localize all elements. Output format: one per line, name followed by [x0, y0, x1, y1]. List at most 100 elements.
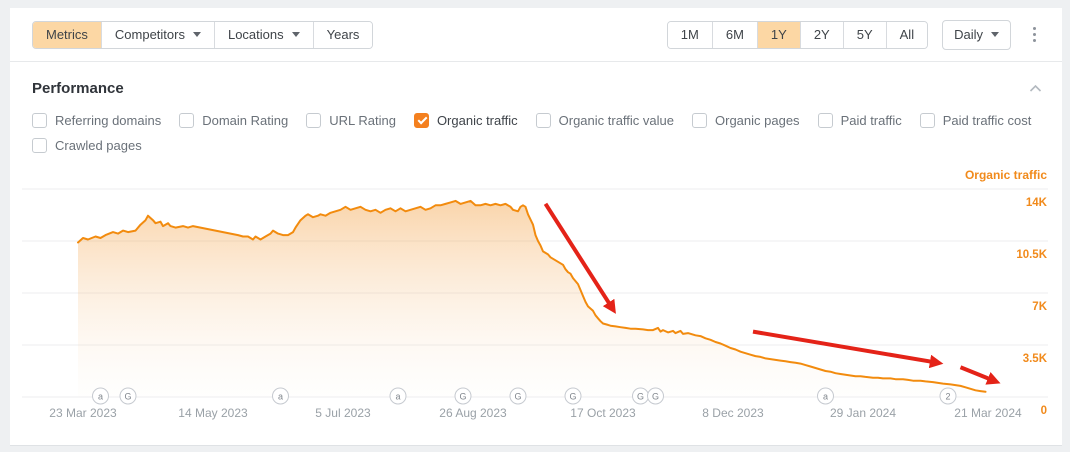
range-1m[interactable]: 1M [667, 21, 712, 48]
checkbox-paid-traffic-cost[interactable]: Paid traffic cost [919, 113, 1032, 128]
unchecked-checkbox-icon [692, 113, 707, 128]
range-all[interactable]: All [885, 21, 928, 48]
x-tick-label: 5 Jul 2023 [315, 406, 371, 420]
checkbox-url-rating[interactable]: URL Rating [306, 113, 396, 128]
red-arrow-annotation [752, 329, 944, 369]
event-marker-a[interactable]: a [817, 387, 834, 405]
event-marker-G[interactable]: G [564, 387, 582, 405]
event-marker-glyph: G [514, 392, 521, 402]
tab-label: Years [326, 27, 360, 42]
checkbox-organic-traffic-value[interactable]: Organic traffic value [535, 113, 674, 128]
event-marker-glyph: a [395, 392, 400, 402]
event-marker-glyph: G [124, 392, 131, 402]
x-tick-label: 26 Aug 2023 [439, 406, 507, 420]
checkbox-label: Paid traffic [840, 113, 902, 128]
event-marker-glyph: a [278, 392, 283, 402]
y-tick-label: 0 [1041, 405, 1047, 417]
tab-label: 2Y [813, 27, 830, 42]
y-tick-label: 10.5K [1016, 249, 1047, 261]
checkbox-row: Referring domains Domain Rating URL Rating… [32, 113, 1040, 128]
tab-metrics[interactable]: Metrics [33, 21, 101, 48]
event-marker-glyph: a [823, 392, 828, 402]
granularity-dropdown[interactable]: Daily [942, 19, 1011, 50]
y-tick-label: 14K [1026, 197, 1048, 209]
tab-label: All [899, 27, 915, 42]
checkbox-paid-traffic[interactable]: Paid traffic [817, 113, 902, 128]
x-tick-label: 17 Oct 2023 [570, 406, 636, 420]
checkbox-referring-domains[interactable]: Referring domains [32, 113, 161, 128]
traffic-area-fill [78, 200, 986, 397]
tab-label: 6M [725, 27, 744, 42]
metric-checkbox-list: Referring domains Domain Rating URL Rating… [10, 99, 1062, 153]
checkbox-domain-rating[interactable]: Domain Rating [179, 113, 288, 128]
tab-label: 5Y [856, 27, 873, 42]
checkbox-label: Organic pages [715, 113, 800, 128]
tab-label: Locations [227, 27, 284, 42]
event-marker-G[interactable]: G [632, 387, 649, 405]
checkbox-label: Organic traffic [436, 113, 518, 128]
unchecked-checkbox-icon [32, 138, 47, 153]
red-arrow-annotation [959, 365, 1001, 385]
event-marker-a[interactable]: a [389, 387, 407, 405]
red-arrow-annotation [543, 202, 616, 314]
checkbox-label: Domain Rating [202, 113, 289, 128]
chevron-down-icon [991, 32, 999, 37]
unchecked-checkbox-icon [535, 113, 551, 128]
event-marker-G[interactable]: G [119, 387, 137, 405]
range-2y[interactable]: 2Y [799, 21, 843, 48]
event-marker-a[interactable]: a [92, 387, 109, 405]
tab-label: 1M [680, 27, 699, 42]
chevron-down-icon [192, 32, 201, 37]
kebab-menu-icon[interactable] [1027, 23, 1042, 46]
event-marker-a[interactable]: a [272, 387, 289, 405]
toolbar-right-cluster: 1M 6M 1Y 2Y 5Y All Daily [666, 19, 1042, 50]
event-marker-2[interactable]: 2 [939, 387, 957, 405]
top-toolbar: Metrics Competitors Locations Years 1M 6M 1Y 2… [10, 8, 1062, 62]
chevron-down-icon [291, 32, 300, 37]
x-tick-label: 21 Mar 2024 [954, 406, 1022, 420]
panel-title: Performance [32, 80, 124, 97]
date-range-group: 1M 6M 1Y 2Y 5Y All [666, 20, 929, 49]
chevron-up-icon[interactable] [1029, 84, 1042, 93]
event-marker-glyph: G [637, 392, 644, 402]
range-5y[interactable]: 5Y [842, 21, 886, 48]
checkbox-label: Organic traffic value [558, 113, 674, 128]
checkbox-label: Referring domains [55, 113, 162, 128]
tab-label: 1Y [770, 27, 787, 42]
event-marker-G[interactable]: G [647, 387, 664, 405]
metrics-tab-group: Metrics Competitors Locations Years [32, 20, 374, 49]
checkbox-label: URL Rating [329, 113, 396, 128]
checkbox-organic-traffic[interactable]: Organic traffic [413, 113, 518, 128]
tab-locations[interactable]: Locations [213, 21, 313, 48]
x-tick-label: 29 Jan 2024 [830, 406, 896, 420]
event-marker-G[interactable]: G [509, 387, 527, 405]
range-6m[interactable]: 6M [711, 21, 757, 48]
tab-competitors[interactable]: Competitors [100, 21, 214, 48]
unchecked-checkbox-icon [919, 113, 935, 128]
granularity-label: Daily [954, 27, 983, 42]
tab-years[interactable]: Years [312, 21, 373, 48]
range-1y[interactable]: 1Y [756, 21, 800, 48]
traffic-line [77, 199, 987, 393]
event-marker-G[interactable]: G [454, 387, 472, 405]
checkbox-organic-pages[interactable]: Organic pages [692, 113, 800, 128]
chart-legend-organic-traffic: Organic traffic [965, 168, 1047, 182]
x-tick-label: 14 May 2023 [178, 406, 248, 420]
unchecked-checkbox-icon [32, 113, 47, 128]
y-tick-label: 3.5K [1023, 353, 1048, 365]
checkbox-label: Paid traffic cost [942, 113, 1032, 128]
panel-header: Performance [10, 62, 1062, 99]
checkbox-row: Crawled pages [32, 138, 1040, 153]
checkbox-crawled-pages[interactable]: Crawled pages [32, 138, 142, 153]
unchecked-checkbox-icon [179, 113, 195, 128]
event-marker-glyph: 2 [945, 392, 950, 402]
event-marker-glyph: G [652, 392, 659, 402]
event-marker-glyph: a [98, 392, 103, 402]
checkbox-label: Crawled pages [55, 138, 142, 153]
event-marker-glyph: G [459, 392, 466, 402]
y-tick-label: 7K [1032, 301, 1047, 313]
event-marker-glyph: G [569, 392, 576, 402]
performance-card: Metrics Competitors Locations Years 1M 6M 1Y 2… [10, 8, 1062, 446]
